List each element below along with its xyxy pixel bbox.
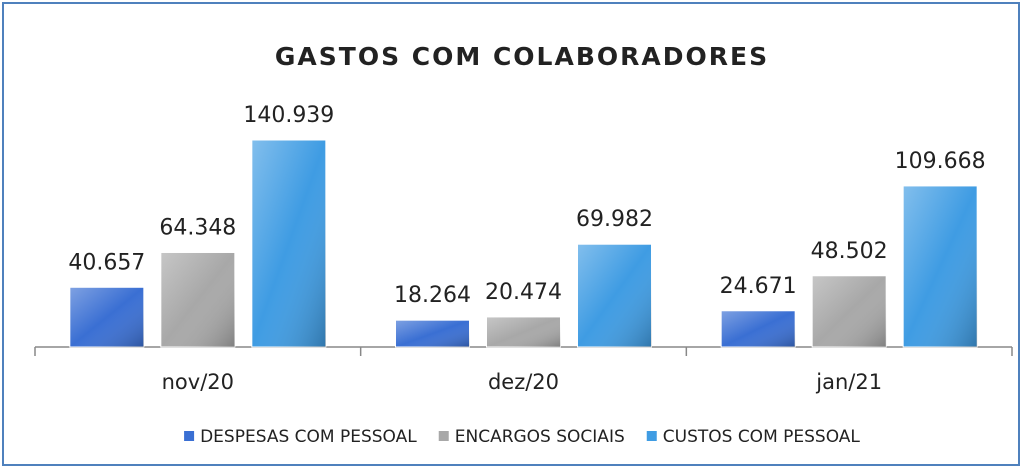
bar-shade: [486, 316, 561, 347]
bar-shade: [721, 310, 796, 347]
legend-label: DESPESAS COM PESSOAL: [200, 427, 417, 447]
x-tick-label: jan/21: [815, 370, 882, 394]
value-label: 24.671: [720, 274, 797, 299]
x-tick-label: dez/20: [488, 370, 559, 394]
bar-shade: [160, 252, 235, 347]
bar-shade: [69, 287, 144, 347]
value-label: 69.982: [576, 207, 653, 232]
chart-title: GASTOS COM COLABORADORES: [275, 42, 769, 71]
legend-label: CUSTOS COM PESSOAL: [663, 427, 861, 447]
value-label: 64.348: [159, 215, 236, 240]
value-label: 18.264: [394, 283, 471, 308]
legend-swatch: [438, 431, 449, 441]
value-label: 20.474: [485, 280, 562, 305]
bar-shade: [903, 185, 978, 347]
value-label: 109.668: [895, 149, 986, 174]
legend-swatch: [646, 431, 657, 441]
x-tick-label: nov/20: [162, 370, 234, 394]
bar-shade: [577, 244, 652, 347]
bar-shade: [395, 320, 470, 347]
bar-shade: [812, 275, 887, 347]
legend-label: ENCARGOS SOCIAIS: [455, 427, 625, 447]
value-label: 140.939: [243, 103, 334, 128]
value-label: 48.502: [811, 239, 888, 264]
bar-shade: [251, 140, 326, 347]
value-label: 40.657: [68, 250, 145, 275]
legend-swatch: [184, 431, 195, 441]
